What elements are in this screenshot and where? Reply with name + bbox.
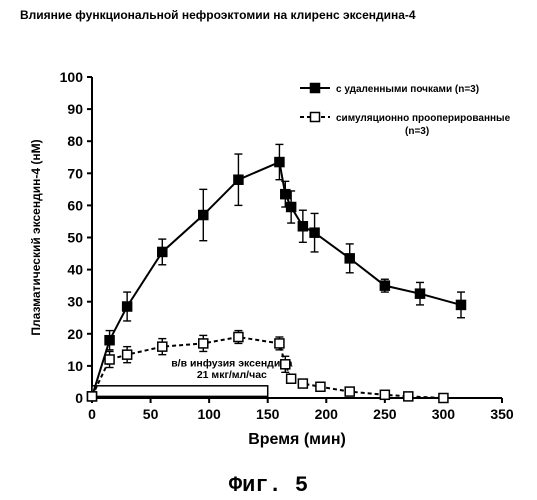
data-point xyxy=(457,300,466,309)
y-tick-label: 40 xyxy=(67,262,83,278)
data-point xyxy=(404,392,413,401)
data-point xyxy=(88,392,97,401)
infusion-annotation: в/в инфузия эксендина21 мкг/мл/час xyxy=(92,358,293,397)
data-point xyxy=(123,302,132,311)
y-tick-label: 90 xyxy=(67,101,83,117)
data-point xyxy=(105,355,114,364)
data-point xyxy=(287,203,296,212)
data-point xyxy=(275,339,284,348)
data-point xyxy=(275,158,284,167)
data-point xyxy=(439,394,448,403)
data-point xyxy=(158,342,167,351)
data-point xyxy=(380,390,389,399)
data-point xyxy=(123,350,132,359)
y-tick-label: 0 xyxy=(75,390,83,406)
x-tick-label: 150 xyxy=(256,406,280,422)
infusion-label-line2: 21 мкг/мл/час xyxy=(197,369,267,381)
data-point xyxy=(287,374,296,383)
data-point xyxy=(316,382,325,391)
data-point xyxy=(105,336,114,345)
data-point xyxy=(380,281,389,290)
x-tick-label: 0 xyxy=(88,406,96,422)
legend-marker xyxy=(311,113,320,122)
data-point xyxy=(199,211,208,220)
y-tick-label: 70 xyxy=(67,165,83,181)
infusion-bar xyxy=(92,386,268,397)
y-tick-label: 30 xyxy=(67,294,83,310)
y-tick-label: 60 xyxy=(67,197,83,213)
y-axis-label: Плазматический эксендин-4 (нМ) xyxy=(29,139,43,335)
data-point xyxy=(281,360,290,369)
infusion-label-line1: в/в инфузия эксендина xyxy=(171,358,292,370)
y-tick-label: 20 xyxy=(67,326,83,342)
data-point xyxy=(234,333,243,342)
data-point xyxy=(298,222,307,231)
y-tick-label: 10 xyxy=(67,358,83,374)
chart-plot: 0 10 20 30 40 50 60 70 80 90 100 0 50 100 150 200 250 300… xyxy=(0,0,537,470)
legend-label: (n=3) xyxy=(405,126,429,137)
y-tick-label: 80 xyxy=(67,133,83,149)
data-point xyxy=(345,387,354,396)
figure-caption: Фиг. 5 xyxy=(0,473,537,498)
legend-marker xyxy=(311,84,320,93)
x-axis-label: Время (мин) xyxy=(248,431,346,448)
y-tick-label: 50 xyxy=(67,230,83,246)
data-point xyxy=(298,379,307,388)
data-point xyxy=(310,228,319,237)
x-tick-label: 350 xyxy=(490,406,514,422)
data-point xyxy=(416,289,425,298)
x-tick-label: 100 xyxy=(197,406,221,422)
data-point xyxy=(199,339,208,348)
x-tick-label: 300 xyxy=(432,406,456,422)
legend-label: с удаленными почками (n=3) xyxy=(336,84,479,95)
data-point xyxy=(158,247,167,256)
x-tick-label: 200 xyxy=(315,406,339,422)
x-tick-label: 50 xyxy=(143,406,159,422)
y-tick-label: 100 xyxy=(60,69,84,85)
data-point xyxy=(345,254,354,263)
legend-label: симуляционно прооперированные xyxy=(336,113,511,124)
data-point xyxy=(234,175,243,184)
x-tick-label: 250 xyxy=(373,406,397,422)
chart-legend: с удаленными почками (n=3) симуляционно п… xyxy=(300,84,511,138)
